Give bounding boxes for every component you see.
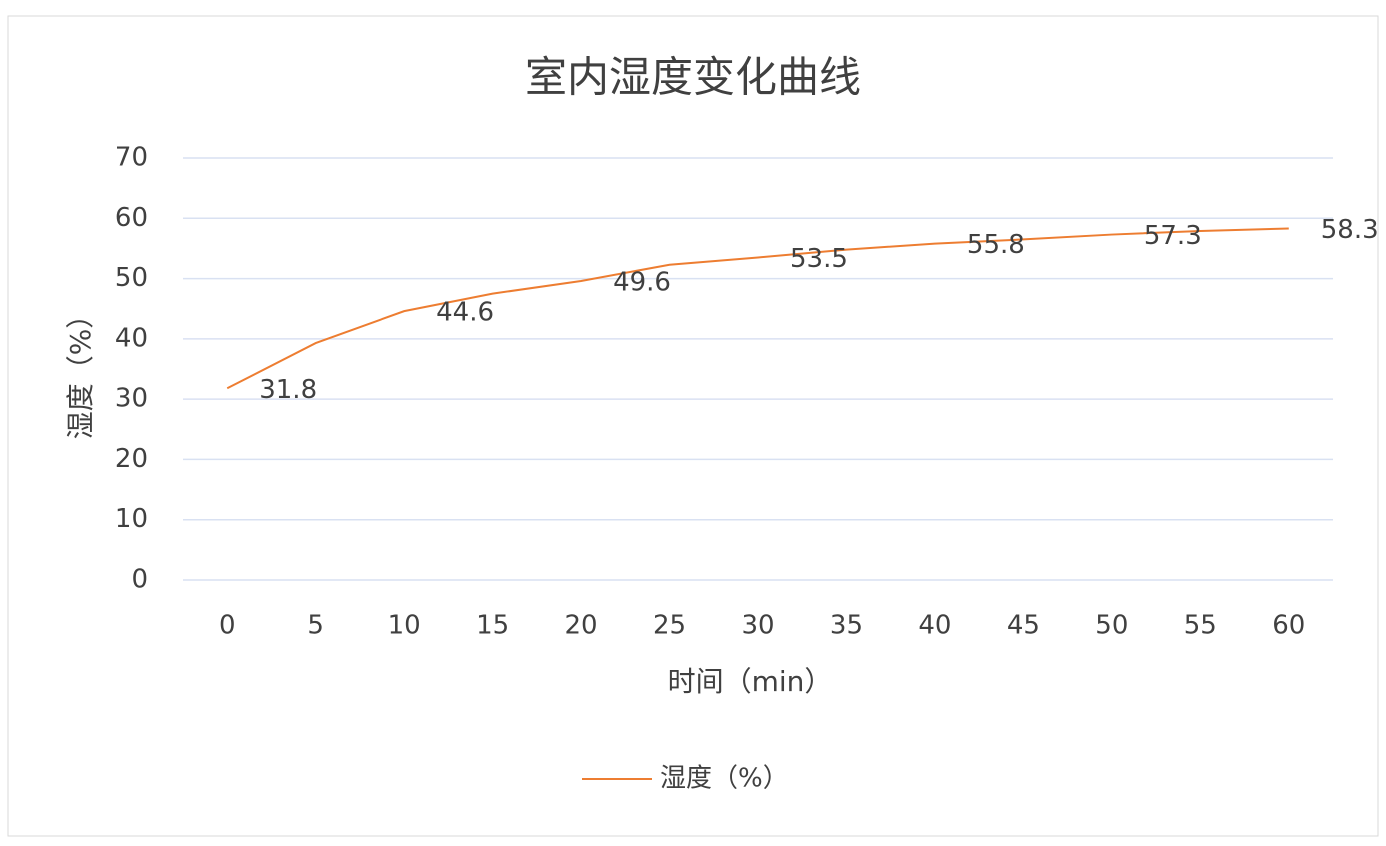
data-label: 44.6	[436, 298, 494, 328]
x-tick-label: 20	[565, 611, 598, 641]
chart-title: 室内湿度变化曲线	[525, 53, 861, 102]
x-tick-label: 30	[741, 611, 774, 641]
x-tick-label: 10	[388, 611, 421, 641]
y-tick-label: 50	[115, 263, 148, 293]
x-axis-label: 时间（min）	[668, 665, 833, 698]
y-tick-label: 30	[115, 384, 148, 414]
y-tick-label: 60	[115, 203, 148, 233]
x-tick-label: 40	[918, 611, 951, 641]
chart-frame	[7, 15, 1379, 837]
x-tick-label: 15	[476, 611, 509, 641]
x-tick-label: 45	[1007, 611, 1040, 641]
y-tick-label: 20	[115, 444, 148, 474]
y-tick-label: 70	[115, 143, 148, 173]
y-tick-label: 0	[131, 565, 148, 595]
y-axis-label: 湿度（%）	[64, 301, 97, 440]
y-tick-label: 40	[115, 323, 148, 353]
x-tick-label: 0	[219, 611, 236, 641]
data-label: 49.6	[613, 267, 671, 297]
x-tick-label: 5	[307, 611, 324, 641]
data-label: 53.5	[790, 244, 848, 274]
data-label: 57.3	[1144, 221, 1202, 251]
x-tick-label: 55	[1184, 611, 1217, 641]
y-tick-label: 10	[115, 504, 148, 534]
x-tick-label: 50	[1095, 611, 1128, 641]
x-tick-label: 60	[1272, 611, 1305, 641]
data-label: 58.3	[1321, 215, 1379, 245]
legend-label: 湿度（%）	[660, 764, 789, 794]
x-tick-label: 35	[830, 611, 863, 641]
line	[226, 227, 1289, 390]
x-tick-label: 25	[653, 611, 686, 641]
data-label: 55.8	[967, 230, 1025, 260]
data-label: 31.8	[259, 375, 317, 405]
